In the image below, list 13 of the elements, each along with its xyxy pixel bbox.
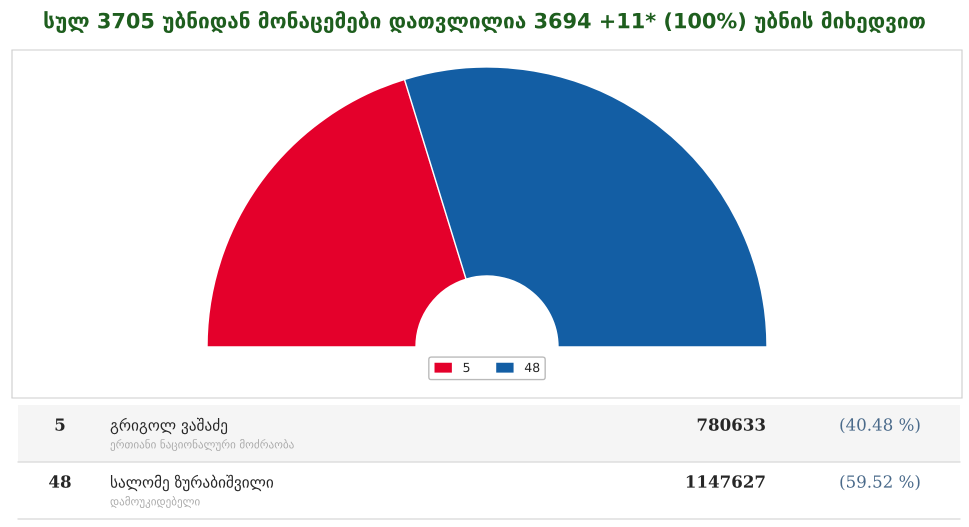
- category-label: 48: [49, 475, 71, 488]
- text: (59.52 %): [840, 474, 920, 490]
- text: 1147627: [686, 475, 765, 488]
- legend-label: 5: [464, 362, 470, 372]
- text: გრიგოლ ვაშაძე: [110, 418, 228, 434]
- category-label: 5: [56, 418, 65, 431]
- legend-label: 48: [524, 362, 540, 372]
- chart-title: სულ 3705 უბნიდან მონაცემები დათვლილია 3694 +11* (100%) უბნის მიხედვით: [44, 10, 925, 34]
- text: დამოუკიდებელი: [110, 496, 200, 508]
- text: ერთიანი ნაციონალური მოძრაობა: [110, 439, 294, 451]
- text: სალომე ზურაბიშვილი: [110, 474, 274, 492]
- text: (40.48 %): [840, 418, 920, 434]
- text: 780633: [698, 418, 765, 431]
